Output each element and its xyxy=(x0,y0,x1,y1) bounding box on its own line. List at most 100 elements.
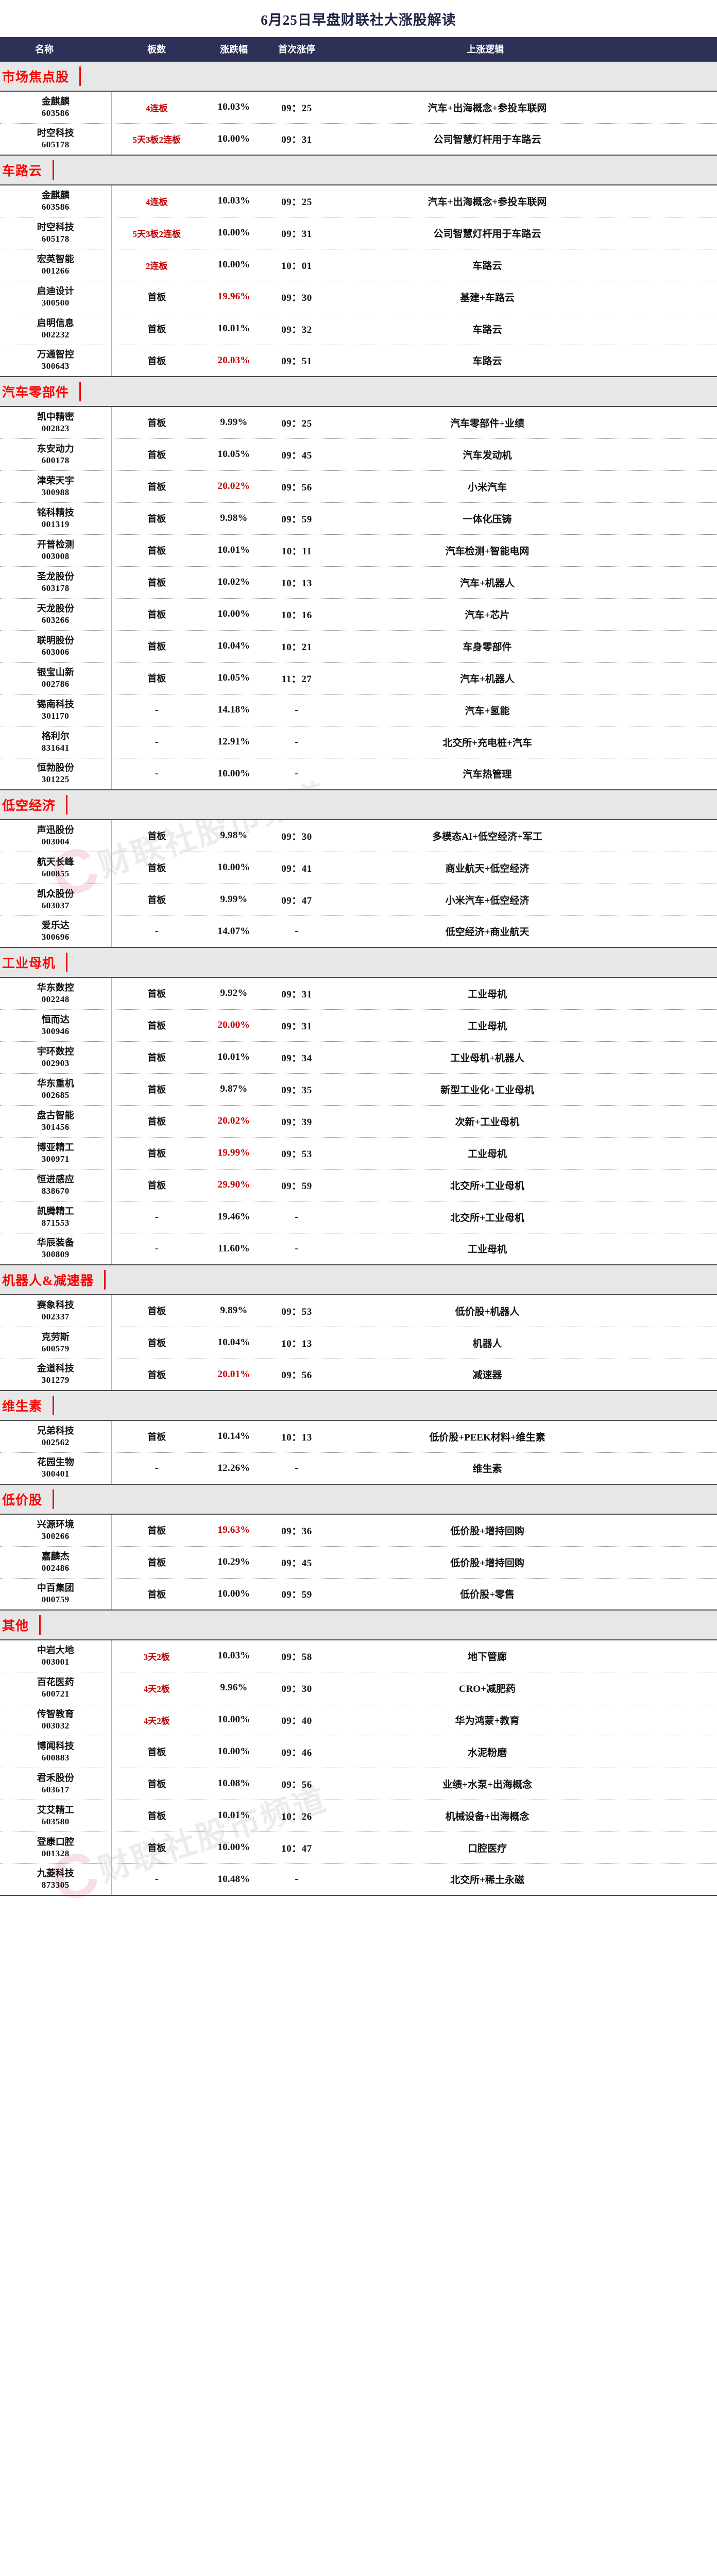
cell-rise-logic: CRO+减肥药 xyxy=(328,1672,717,1704)
table-row[interactable]: 圣龙股份 603178 首板 10.02% 10：13 汽车+机器人 xyxy=(0,566,717,599)
cell-first-limit-time: 10：13 xyxy=(266,1420,328,1453)
table-row[interactable]: 华辰装备 300809-11.60% - 工业母机 xyxy=(0,1233,717,1265)
table-row[interactable]: 花园生物 300401-12.26% - 维生素 xyxy=(0,1452,717,1485)
table-row[interactable]: 赛象科技 002337 首板 9.89% 09：53 低价股+机器人 xyxy=(0,1295,717,1327)
stock-code: 600579 xyxy=(41,1343,70,1353)
cell-stock-name: 铭科精技 001319 xyxy=(0,502,112,535)
table-row[interactable]: 嘉麟杰 002486 首板 10.29% 09：45 低价股+增持回购 xyxy=(0,1546,717,1579)
table-row[interactable]: 中岩大地 003001 3天2板 10.03% 09：58 地下管廊 xyxy=(0,1640,717,1672)
cell-stock-name: 恒而达 300946 xyxy=(0,1009,112,1042)
table-row[interactable]: 启迪设计 300500 首板 19.96% 09：30 基建+车路云 xyxy=(0,281,717,313)
stock-name: 中岩大地 xyxy=(37,1645,74,1655)
cell-stock-name: 花园生物 300401 xyxy=(0,1452,112,1485)
cell-change-pct: 19.99% xyxy=(202,1137,266,1170)
column-header-change: 涨跌幅 xyxy=(202,37,266,61)
table-row[interactable]: 九菱科技 873305-10.48% - 北交所+稀土永磁 xyxy=(0,1863,717,1896)
stock-code: 838670 xyxy=(41,1185,70,1196)
cell-stock-name: 华东重机 002685 xyxy=(0,1073,112,1106)
cell-stock-name: 赛象科技 002337 xyxy=(0,1295,112,1327)
table-row[interactable]: 天龙股份 603266 首板 10.00% 10：16 汽车+芯片 xyxy=(0,598,717,631)
table-row[interactable]: 金麒麟 603586 4连板 10.03% 09：25 汽车+出海概念+参投车联网 xyxy=(0,185,717,217)
section-accent-bar xyxy=(53,1489,55,1509)
table-row[interactable]: 君禾股份 603617 首板 10.08% 09：56 业绩+水泵+出海概念 xyxy=(0,1768,717,1800)
table-row[interactable]: 金麒麟 603586 4连板 10.03% 09：25 汽车+出海概念+参投车联网 xyxy=(0,91,717,124)
table-row[interactable]: 启明信息 002232 首板 10.01% 09：32 车路云 xyxy=(0,313,717,345)
cell-stock-name: 宏英智能 001266 xyxy=(0,249,112,281)
stock-name: 中百集团 xyxy=(37,1583,74,1594)
table-row[interactable]: 恒勃股份 301225-10.00% - 汽车热管理 xyxy=(0,758,717,790)
cell-change-pct: 19.63% xyxy=(202,1514,266,1547)
cell-rise-logic: 口腔医疗 xyxy=(328,1832,717,1864)
table-row[interactable]: 开普检测 003008 首板 10.01% 10：11 汽车检测+智能电网 xyxy=(0,534,717,567)
cell-stock-name: 时空科技 605178 xyxy=(0,217,112,249)
table-row[interactable]: 联明股份 603006 首板 10.04% 10：21 车身零部件 xyxy=(0,630,717,663)
cell-rise-logic: 低价股+增持回购 xyxy=(328,1546,717,1579)
stock-code: 002685 xyxy=(41,1090,70,1100)
table-row[interactable]: 博闻科技 600883 首板 10.00% 09：46 水泥粉磨 xyxy=(0,1736,717,1768)
cell-rise-logic: 车路云 xyxy=(328,249,717,281)
table-row[interactable]: 东安动力 600178 首板 10.05% 09：45 汽车发动机 xyxy=(0,438,717,471)
stock-code: 603586 xyxy=(41,108,70,118)
cell-board-count: 首板 xyxy=(111,1420,202,1453)
table-row[interactable]: 铭科精技 001319 首板 9.98% 09：59 一体化压铸 xyxy=(0,502,717,535)
cell-first-limit-time: 09：40 xyxy=(266,1704,328,1736)
table-row[interactable]: 华东数控 002248 首板 9.92% 09：31 工业母机 xyxy=(0,977,717,1010)
cell-change-pct: 10.14% xyxy=(202,1420,266,1453)
table-row[interactable]: 金道科技 301279 首板 20.01% 09：56 减速器 xyxy=(0,1359,717,1391)
table-row[interactable]: 凯腾精工 871553-19.46% - 北交所+工业母机 xyxy=(0,1201,717,1233)
table-row[interactable]: 兴源环境 300266 首板 19.63% 09：36 低价股+增持回购 xyxy=(0,1514,717,1547)
cell-rise-logic: 低价股+机器人 xyxy=(328,1295,717,1327)
table-row[interactable]: 凯中精密 002823 首板 9.99% 09：25 汽车零部件+业绩 xyxy=(0,406,717,439)
cell-first-limit-time: 09：30 xyxy=(266,1672,328,1704)
cell-rise-logic: 机器人 xyxy=(328,1327,717,1359)
table-row[interactable]: 盘古智能 301456 首板 20.02% 09：39 次新+工业母机 xyxy=(0,1105,717,1138)
cell-rise-logic: 多模态AI+低空经济+军工 xyxy=(328,820,717,852)
table-row[interactable]: 津荣天宇 300988 首板 20.02% 09：56 小米汽车 xyxy=(0,470,717,503)
cell-change-pct: 10.02% xyxy=(202,566,266,599)
cell-rise-logic: 车身零部件 xyxy=(328,630,717,663)
table-row[interactable]: 传智教育 003032 4天2板 10.00% 09：40 华为鸿蒙+教育 xyxy=(0,1704,717,1736)
table-row[interactable]: 克劳斯 600579 首板 10.04% 10：13 机器人 xyxy=(0,1327,717,1359)
table-row[interactable]: 艾艾精工 603580 首板 10.01% 10：26 机械设备+出海概念 xyxy=(0,1800,717,1832)
table-row[interactable]: 声迅股份 003004 首板 9.98% 09：30 多模态AI+低空经济+军工 xyxy=(0,820,717,852)
stock-name: 华东数控 xyxy=(37,982,74,993)
stock-name: 凯中精密 xyxy=(37,411,74,422)
cell-board-count: 首板 xyxy=(111,470,202,503)
table-row[interactable]: 时空科技 605178 5天3板2连板 10.00% 09：31 公司智慧灯杆用于车路云 xyxy=(0,217,717,249)
stock-code: 603586 xyxy=(41,201,70,212)
table-row[interactable]: 百花医药 600721 4天2板 9.96% 09：30 CRO+减肥药 xyxy=(0,1672,717,1704)
table-row[interactable]: 恒而达 300946 首板 20.00% 09：31 工业母机 xyxy=(0,1009,717,1042)
section-accent-bar xyxy=(53,160,55,180)
cell-rise-logic: 汽车+出海概念+参投车联网 xyxy=(328,185,717,217)
table-row[interactable]: 恒进感应 838670 首板 29.90% 09：59 北交所+工业母机 xyxy=(0,1169,717,1201)
table-row[interactable]: 航天长峰 600855 首板 10.00% 09：41 商业航天+低空经济 xyxy=(0,852,717,884)
stock-code: 002337 xyxy=(41,1311,70,1321)
table-row[interactable]: 宏英智能 001266 2连板 10.00% 10：01 车路云 xyxy=(0,249,717,281)
table-row[interactable]: 时空科技 605178 5天3板2连板 10.00% 09：31 公司智慧灯杆用于车路云 xyxy=(0,123,717,156)
table-row[interactable]: 格利尔 831641-12.91% - 北交所+充电桩+汽车 xyxy=(0,726,717,758)
table-row[interactable]: 凯众股份 603037 首板 9.99% 09：47 小米汽车+低空经济 xyxy=(0,884,717,916)
cell-rise-logic: 汽车发动机 xyxy=(328,438,717,471)
cell-rise-logic: 地下管廊 xyxy=(328,1640,717,1672)
cell-board-count: 首板 xyxy=(111,1578,202,1611)
table-row[interactable]: 华东重机 002685 首板 9.87% 09：35 新型工业化+工业母机 xyxy=(0,1073,717,1106)
table-row[interactable]: 登康口腔 001328 首板 10.00% 10：47 口腔医疗 xyxy=(0,1832,717,1864)
table-row[interactable]: 万通智控 300643 首板 20.03% 09：51 车路云 xyxy=(0,345,717,377)
table-row[interactable]: 锡南科技 301170-14.18% - 汽车+氢能 xyxy=(0,694,717,726)
table-row[interactable]: 银宝山新 002786 首板 10.05% 11：27 汽车+机器人 xyxy=(0,662,717,694)
table-row[interactable]: 爱乐达 300696-14.07% - 低空经济+商业航天 xyxy=(0,916,717,948)
cell-board-count: 首板 xyxy=(111,884,202,916)
table-row[interactable]: 兄弟科技 002562 首板 10.14% 10：13 低价股+PEEK材料+维生素 xyxy=(0,1420,717,1453)
cell-change-pct: 10.00% xyxy=(202,1832,266,1864)
cell-first-limit-time: 09：59 xyxy=(266,1578,328,1611)
cell-first-limit-time: 09：35 xyxy=(266,1073,328,1106)
cell-change-pct: 10.01% xyxy=(202,1800,266,1832)
cell-rise-logic: 工业母机+机器人 xyxy=(328,1041,717,1074)
cell-board-count: 首板 xyxy=(111,977,202,1010)
cell-stock-name: 航天长峰 600855 xyxy=(0,852,112,884)
table-row[interactable]: 中百集团 000759 首板 10.00% 09：59 低价股+零售 xyxy=(0,1578,717,1611)
cell-rise-logic: 机械设备+出海概念 xyxy=(328,1800,717,1832)
cell-first-limit-time: 09：47 xyxy=(266,884,328,916)
table-row[interactable]: 博亚精工 300971 首板 19.99% 09：53 工业母机 xyxy=(0,1137,717,1170)
table-row[interactable]: 宇环数控 002903 首板 10.01% 09：34 工业母机+机器人 xyxy=(0,1041,717,1074)
